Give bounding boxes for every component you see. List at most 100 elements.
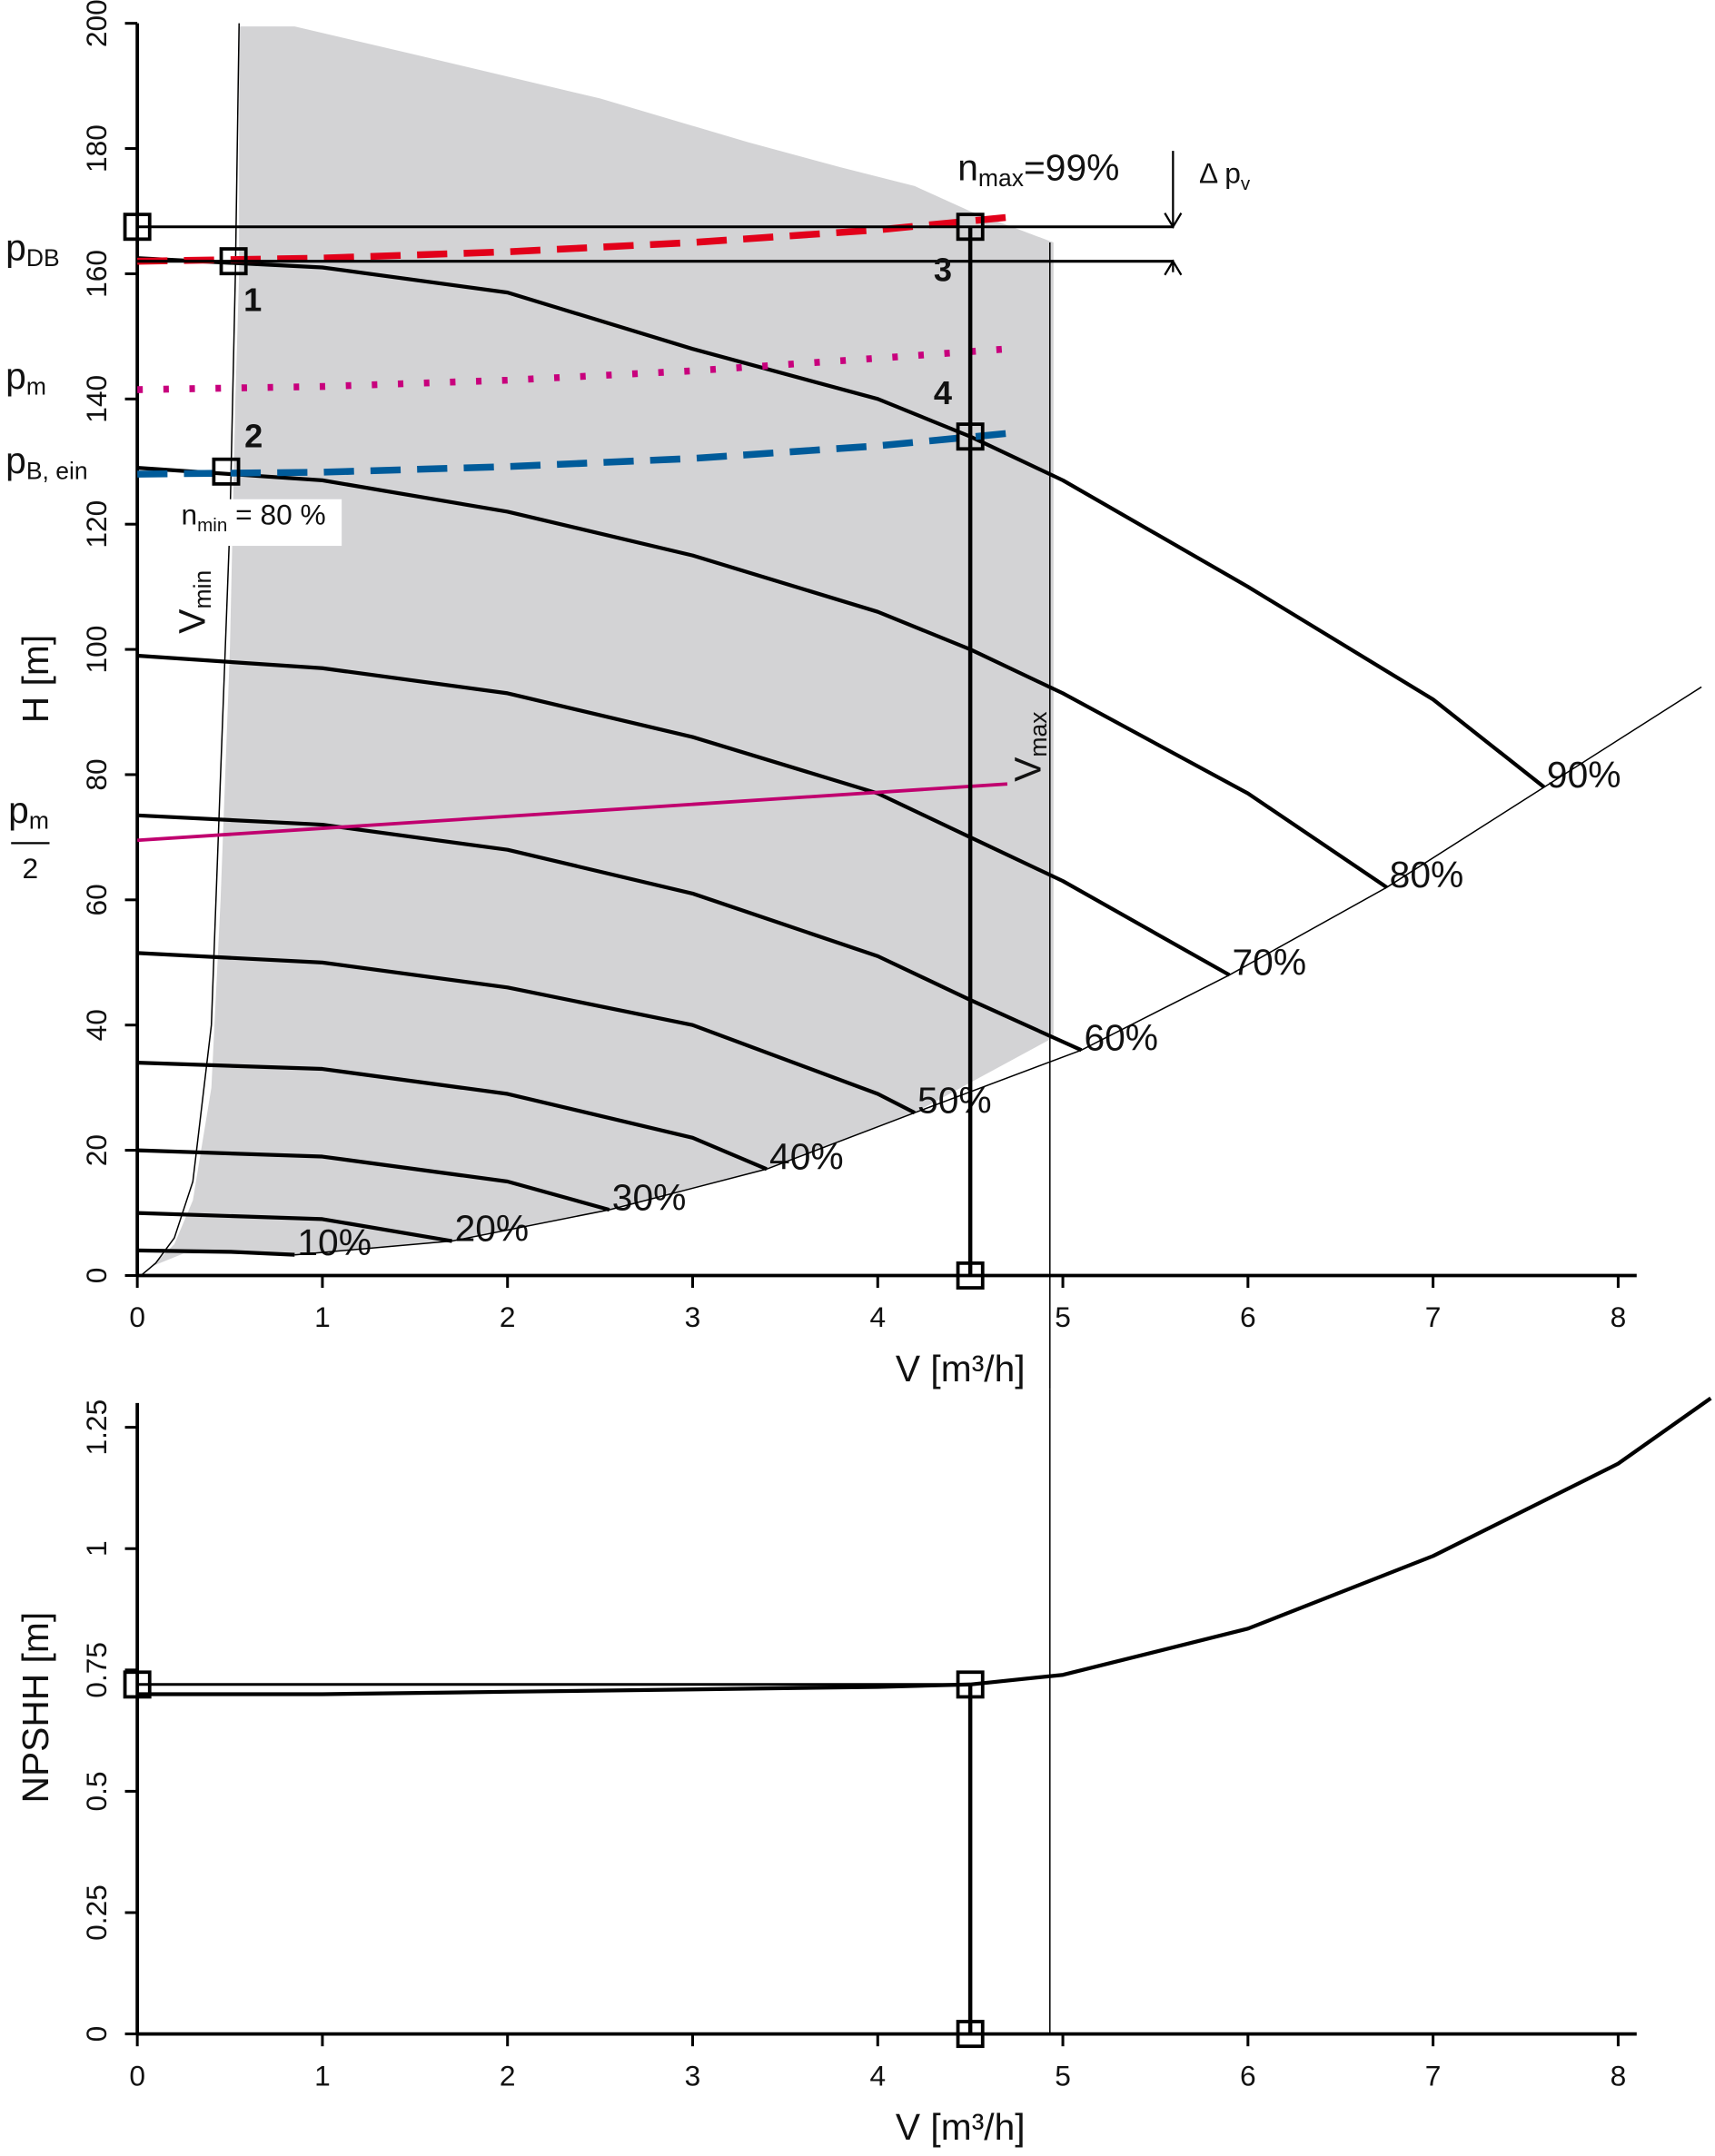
- curve: [137, 1148, 610, 1212]
- delta-arrowhead: [1164, 259, 1183, 276]
- v-min-label-sub: min: [189, 570, 216, 609]
- marker: [956, 2020, 985, 2049]
- point-label: 3: [934, 251, 952, 288]
- curve-label: 80%: [1390, 854, 1464, 895]
- x-tick-label: 6: [1240, 2059, 1256, 2092]
- x-tick-label: 5: [1055, 1301, 1071, 1333]
- n-min-label-rest: = 80 %: [227, 499, 325, 531]
- marker: [956, 213, 985, 242]
- point-label: 4: [934, 374, 952, 411]
- curve-label: 40%: [769, 1135, 844, 1177]
- n-min-box: [167, 499, 342, 547]
- x-tick-label: 0: [129, 2059, 145, 2092]
- curve: [137, 1248, 295, 1257]
- v-max-label-main: V: [1006, 757, 1048, 782]
- y-tick-label: 0: [80, 2026, 113, 2042]
- pressure-label-main: p: [5, 355, 26, 397]
- x-tick-label: 2: [500, 2059, 516, 2092]
- pressure-label: pDB: [5, 226, 60, 272]
- x-tick-label: 5: [1055, 2059, 1071, 2092]
- n-max-label-main: n: [957, 146, 978, 188]
- y-tick-label: 40: [80, 1009, 113, 1041]
- y-tick-label: 20: [80, 1134, 113, 1166]
- y-tick-label: 0: [80, 1268, 113, 1284]
- curve: [137, 1060, 768, 1172]
- delta-pv-label: Δ pv: [1199, 157, 1251, 195]
- x-tick-label: 1: [314, 2059, 331, 2092]
- pressure-label-main: p: [8, 789, 29, 831]
- y-tick-label: 180: [80, 124, 113, 173]
- pressure-line: [137, 782, 1008, 843]
- x-tick-label: 0: [129, 1301, 145, 1333]
- x-tick-label: 4: [869, 2059, 886, 2092]
- n-max-label-sub: max: [978, 164, 1024, 192]
- operating-range: [152, 26, 1054, 1267]
- v-min-label: Vmin: [171, 570, 216, 634]
- delta-pv-label-main: Δ p: [1199, 157, 1241, 190]
- marker: [956, 1261, 985, 1290]
- curve-label: 90%: [1547, 754, 1621, 796]
- curve: [137, 1396, 1712, 1696]
- y-tick-label: 60: [80, 884, 113, 915]
- n-max-label: nmax=99%: [957, 146, 1119, 192]
- pressure-label-main: p: [5, 226, 26, 268]
- x-tick-label: 8: [1611, 1301, 1627, 1333]
- x-tick-label: 3: [685, 1301, 701, 1333]
- x-axis-label: V [m³/h]: [896, 2106, 1026, 2148]
- y-tick-label: 1.25: [80, 1399, 113, 1456]
- marker: [956, 1670, 985, 1699]
- n-min-label-sub: min: [197, 515, 227, 536]
- y-tick-label: 140: [80, 375, 113, 423]
- pressure-label-sub: B, ein: [26, 458, 88, 485]
- pressure-label-main: p: [5, 440, 26, 481]
- x-tick-label: 3: [685, 2059, 701, 2092]
- marker: [219, 247, 248, 276]
- y-axis-label: NPSHH [m]: [15, 1612, 56, 1804]
- y-tick-label: 0.25: [80, 1884, 113, 1941]
- label-line: [294, 686, 1702, 1256]
- pressure-label: pm: [8, 789, 49, 835]
- y-tick-label: 120: [80, 500, 113, 549]
- curve-label: 30%: [612, 1176, 687, 1218]
- curve: [137, 466, 1388, 889]
- marker: [212, 457, 241, 486]
- marker: [123, 1670, 152, 1699]
- y-tick-label: 1: [80, 1540, 113, 1557]
- x-tick-label: 2: [500, 1301, 516, 1333]
- delta-arrowhead: [1164, 213, 1183, 229]
- pressure-label-sub: m: [29, 807, 49, 835]
- y-tick-label: 160: [80, 250, 113, 298]
- curve-label: 60%: [1084, 1016, 1158, 1058]
- y-tick-label: 200: [80, 0, 113, 47]
- x-tick-label: 1: [314, 1301, 331, 1333]
- n-min-label: nmin = 80 %: [181, 499, 325, 537]
- pressure-line: [137, 430, 1008, 478]
- x-tick-label: 8: [1611, 2059, 1627, 2092]
- delta-pv-label-sub: v: [1241, 173, 1251, 194]
- v-min-label-main: V: [171, 608, 213, 634]
- pressure-label: pB, ein: [5, 440, 87, 485]
- curve-label: 70%: [1232, 942, 1306, 984]
- y-tick-label: 0.5: [80, 1771, 113, 1811]
- x-tick-label: 7: [1425, 1301, 1442, 1333]
- pressure-label-sub: DB: [26, 244, 60, 272]
- pressure-label-sub: m: [26, 372, 46, 400]
- v-max-label-sub: max: [1025, 712, 1052, 757]
- curve: [137, 1211, 452, 1243]
- pressure-label: pm: [5, 355, 46, 401]
- curve-label: 50%: [917, 1079, 992, 1121]
- y-tick-label: 80: [80, 758, 113, 790]
- n-max-label-rest: =99%: [1024, 146, 1119, 188]
- marker: [956, 422, 985, 451]
- curve: [137, 256, 1546, 789]
- x-tick-label: 7: [1425, 2059, 1442, 2092]
- curve-label: 10%: [297, 1221, 372, 1263]
- x-tick-label: 4: [869, 1301, 886, 1333]
- y-tick-label: 100: [80, 626, 113, 674]
- v-max-label: Vmax: [1006, 712, 1052, 782]
- point-label: 2: [244, 418, 263, 455]
- curve: [137, 653, 1231, 977]
- marker: [123, 213, 152, 242]
